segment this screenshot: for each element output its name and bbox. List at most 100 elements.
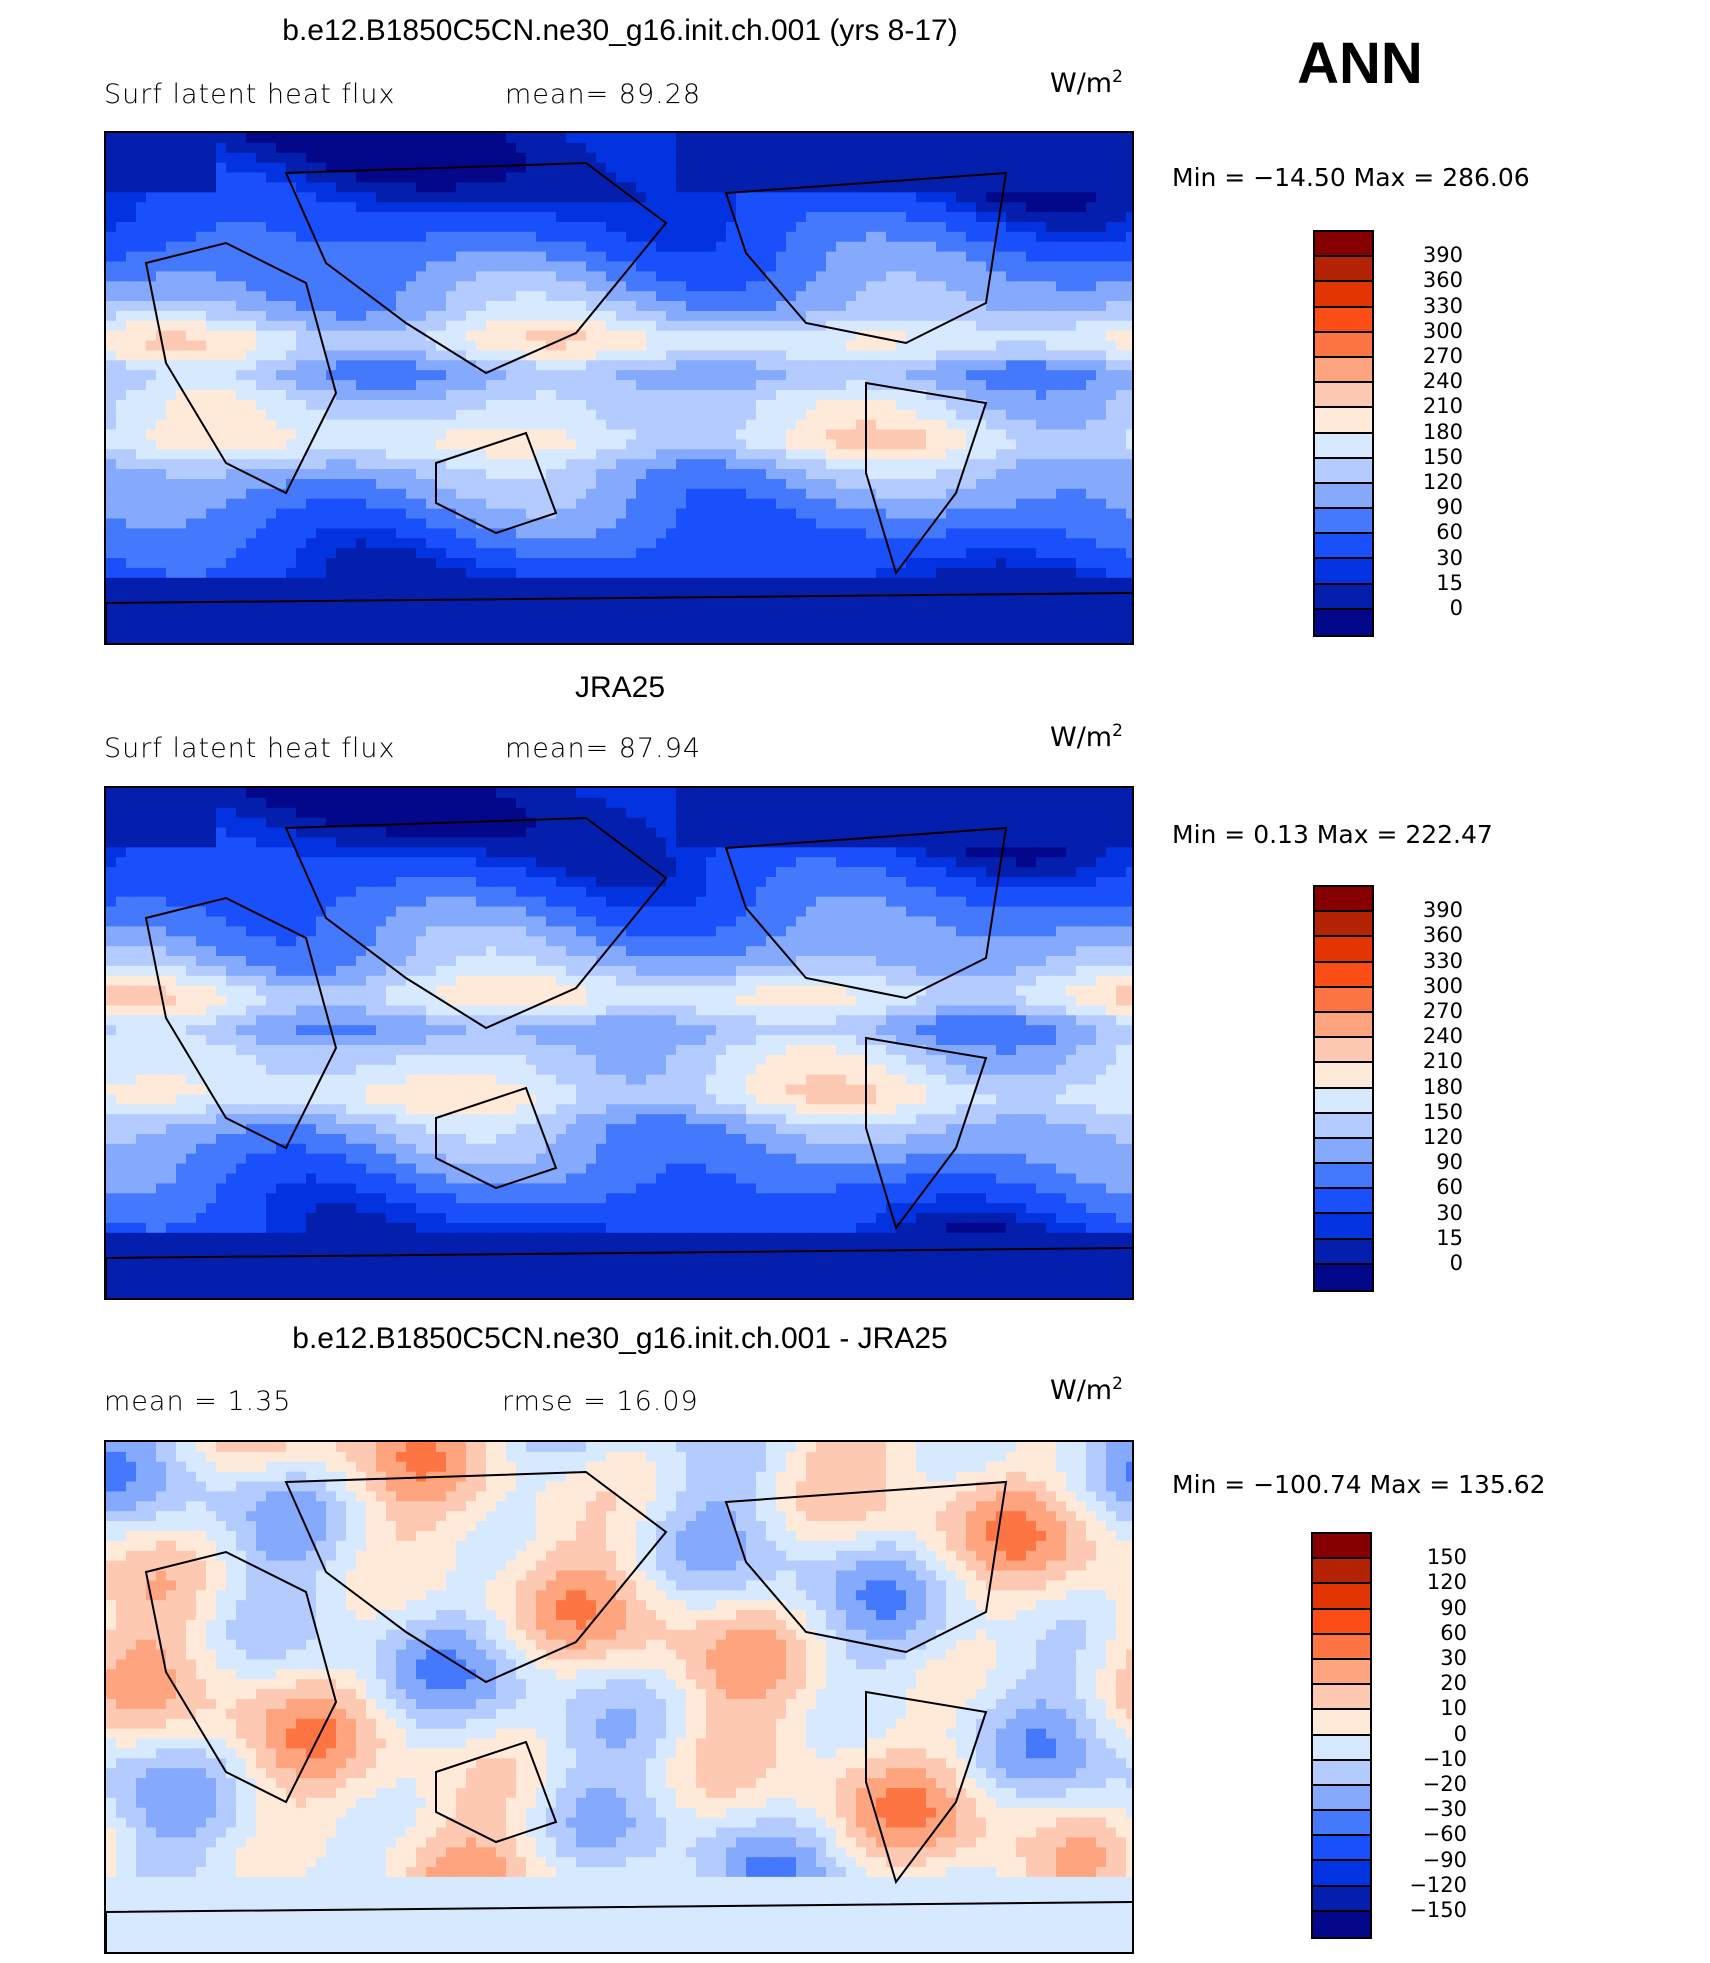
colorbar-swatch bbox=[1315, 1063, 1372, 1089]
season-label: ANN bbox=[1297, 31, 1423, 96]
colorbar-label: 30 bbox=[1436, 545, 1463, 570]
colorbar-label: 30 bbox=[1436, 1200, 1463, 1225]
coastline bbox=[865, 381, 988, 576]
colorbar-label: −20 bbox=[1422, 1772, 1467, 1796]
colorbar-label: 240 bbox=[1422, 1024, 1463, 1049]
colorbar bbox=[1313, 885, 1374, 1292]
colorbar-label: 300 bbox=[1422, 318, 1463, 343]
colorbar-swatch bbox=[1315, 912, 1372, 938]
contour-map bbox=[104, 131, 1134, 645]
colorbar-swatch bbox=[1315, 1012, 1372, 1039]
colorbar-swatch bbox=[1315, 1214, 1372, 1240]
colorbar-label: 120 bbox=[1422, 1125, 1463, 1149]
colorbar-swatch bbox=[1313, 1609, 1370, 1635]
colorbar-label: 0 bbox=[1453, 1721, 1467, 1746]
colorbar-swatch bbox=[1315, 1239, 1372, 1265]
contour-map-graphic bbox=[106, 1442, 1132, 1952]
colorbar-swatch bbox=[1315, 962, 1372, 988]
panel-title: b.e12.B1850C5CN.ne30_g16.init.ch.001 (yr… bbox=[282, 14, 958, 47]
colorbar-label: 90 bbox=[1440, 1595, 1467, 1620]
coastline bbox=[435, 1086, 558, 1190]
colorbar-swatch bbox=[1315, 1189, 1372, 1215]
colorbar-label: 270 bbox=[1422, 344, 1463, 368]
colorbar-label: 150 bbox=[1426, 1545, 1467, 1570]
colorbar-swatch bbox=[1313, 1911, 1370, 1937]
colorbar-swatch bbox=[1315, 483, 1372, 510]
colorbar-label: 15 bbox=[1436, 1225, 1463, 1250]
coastline bbox=[284, 1470, 668, 1684]
colorbar-label: 330 bbox=[1422, 948, 1463, 973]
colorbar-swatch bbox=[1315, 282, 1372, 308]
colorbar-swatch bbox=[1315, 357, 1372, 384]
colorbar-label: 30 bbox=[1440, 1646, 1467, 1670]
coastline bbox=[284, 816, 668, 1030]
colorbar-label: 180 bbox=[1422, 419, 1463, 444]
colorbar-swatch bbox=[1315, 383, 1372, 409]
colorbar-label: 210 bbox=[1422, 1049, 1463, 1074]
colorbar-label: 60 bbox=[1436, 1175, 1463, 1200]
colorbar-swatch bbox=[1313, 1710, 1370, 1736]
units-label: W/m2 bbox=[1050, 721, 1123, 753]
units-label: W/m2 bbox=[1050, 67, 1123, 99]
colorbar-label: −60 bbox=[1422, 1822, 1467, 1847]
colorbar-swatch bbox=[1313, 1785, 1370, 1812]
colorbar-label: 60 bbox=[1440, 1620, 1467, 1645]
colorbar-label: 360 bbox=[1422, 268, 1463, 293]
colorbar-label: 90 bbox=[1436, 495, 1463, 520]
panel-left-label: Surf latent heat flux bbox=[104, 733, 396, 764]
panel-stat-label: mean= 89.28 bbox=[505, 79, 702, 110]
colorbar-label: 390 bbox=[1422, 898, 1463, 923]
colorbar-swatch bbox=[1313, 1861, 1370, 1887]
colorbar-label: 150 bbox=[1422, 444, 1463, 469]
min-max-label: Min = −100.74 Max = 135.62 bbox=[1172, 1470, 1546, 1499]
colorbar-swatch bbox=[1315, 307, 1372, 333]
colorbar-swatch bbox=[1315, 332, 1372, 358]
panel-stat-label: rmse = 16.09 bbox=[502, 1386, 699, 1417]
colorbar-swatch bbox=[1315, 937, 1372, 963]
colorbar-label: 20 bbox=[1440, 1671, 1467, 1696]
colorbar-swatch bbox=[1313, 1559, 1370, 1585]
colorbar-label: 180 bbox=[1422, 1074, 1463, 1099]
coastline bbox=[144, 896, 338, 1150]
contour-map bbox=[104, 786, 1134, 1300]
coastline bbox=[106, 592, 1132, 643]
colorbar-swatch bbox=[1315, 509, 1372, 535]
colorbar-label: −30 bbox=[1422, 1797, 1467, 1822]
colorbar-swatch bbox=[1315, 887, 1372, 913]
colorbar-label: 360 bbox=[1422, 923, 1463, 948]
colorbar-label: 210 bbox=[1422, 394, 1463, 419]
coastline bbox=[106, 1247, 1132, 1298]
colorbar-label: 0 bbox=[1449, 1251, 1463, 1275]
colorbar-swatch bbox=[1315, 458, 1372, 484]
colorbar-swatch bbox=[1313, 1659, 1370, 1686]
coastline bbox=[724, 171, 1008, 345]
coastline bbox=[724, 1480, 1008, 1654]
colorbar-swatch bbox=[1313, 1836, 1370, 1862]
colorbar-label: −10 bbox=[1422, 1746, 1467, 1771]
coastline bbox=[435, 1740, 558, 1844]
colorbar-label: 10 bbox=[1440, 1696, 1467, 1721]
colorbar-swatch bbox=[1313, 1735, 1370, 1761]
colorbar-swatch bbox=[1313, 1760, 1370, 1786]
coastline bbox=[144, 1550, 338, 1804]
coastline bbox=[435, 431, 558, 535]
colorbar-swatch bbox=[1315, 1164, 1372, 1190]
coastline bbox=[144, 241, 338, 495]
panel-title: JRA25 bbox=[574, 671, 666, 704]
colorbar-swatch bbox=[1315, 1038, 1372, 1064]
colorbar-label: 60 bbox=[1436, 520, 1463, 545]
colorbar-label: 300 bbox=[1422, 973, 1463, 998]
colorbar-label: 150 bbox=[1422, 1099, 1463, 1124]
coastline bbox=[284, 161, 668, 375]
colorbar-swatch bbox=[1315, 433, 1372, 459]
colorbar-swatch bbox=[1315, 257, 1372, 283]
coastline bbox=[724, 826, 1008, 1000]
colorbar-label: 15 bbox=[1436, 570, 1463, 595]
panel-title: b.e12.B1850C5CN.ne30_g16.init.ch.001 - J… bbox=[292, 1322, 948, 1355]
colorbar-swatch bbox=[1315, 609, 1372, 635]
colorbar-swatch bbox=[1315, 584, 1372, 610]
colorbar-swatch bbox=[1315, 1138, 1372, 1165]
units-label: W/m2 bbox=[1050, 1374, 1123, 1406]
colorbar-swatch bbox=[1315, 1113, 1372, 1139]
colorbar bbox=[1311, 1532, 1372, 1939]
